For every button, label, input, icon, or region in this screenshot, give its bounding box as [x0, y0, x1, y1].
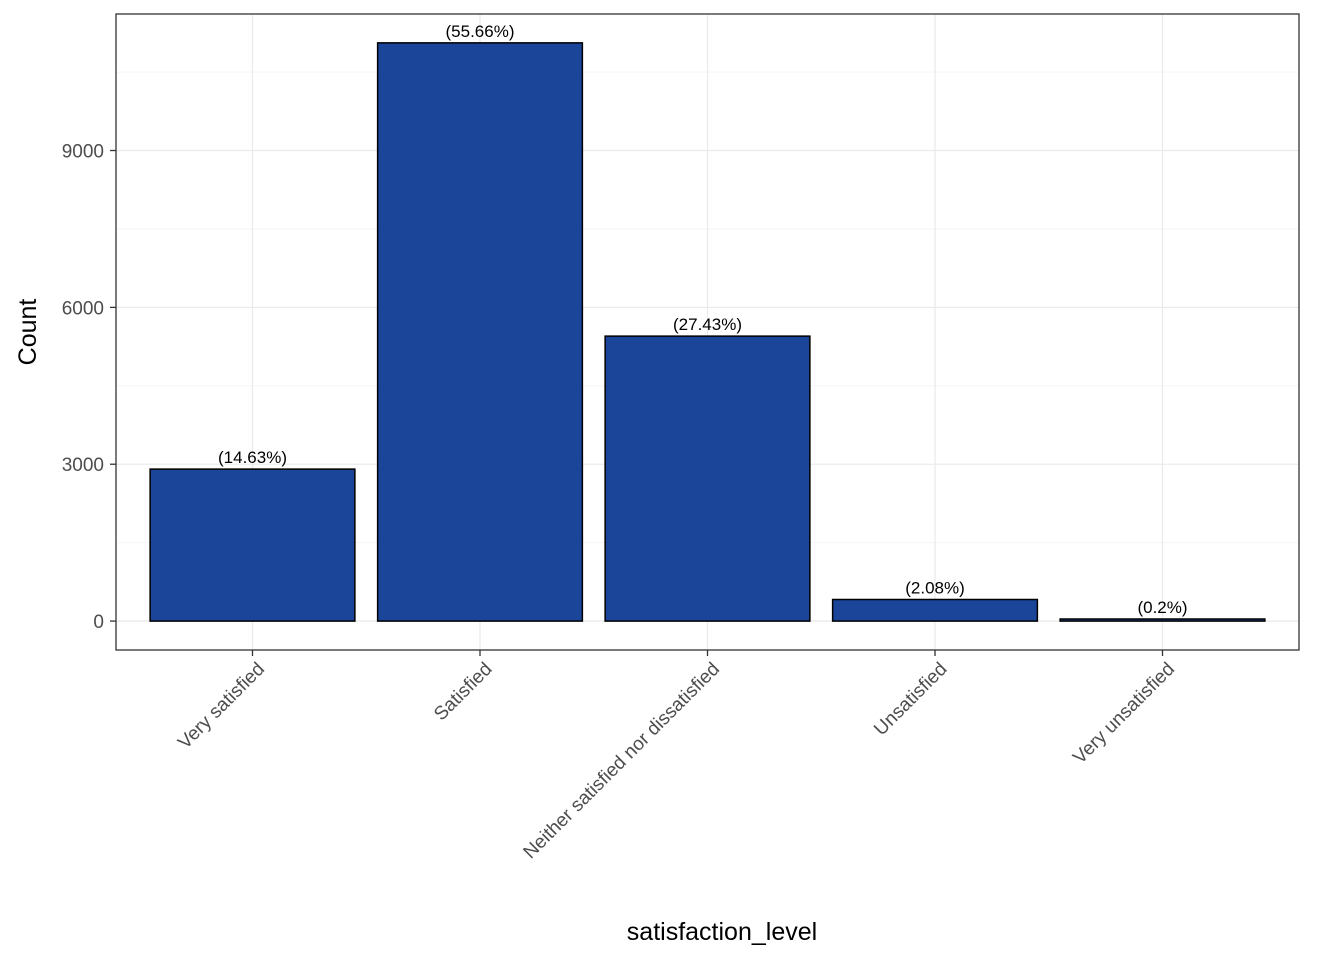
bar-very-satisfied	[149, 468, 356, 622]
y-tick-label: 0	[93, 612, 104, 633]
data-labels: (14.63%) (55.66%) (27.43%) (2.08%) (0.2%)	[218, 22, 1188, 617]
bar-very-unsatisfied	[1059, 618, 1266, 622]
bar-data-label: (14.63%)	[218, 448, 287, 467]
bar-data-label: (0.2%)	[1137, 598, 1187, 617]
y-tick-label: 9000	[62, 142, 104, 163]
bar-data-label: (2.08%)	[905, 578, 965, 597]
bar-data-label: (27.43%)	[673, 315, 742, 334]
y-axis-title: Count	[14, 299, 42, 366]
bar-data-label: (55.66%)	[446, 22, 515, 41]
y-tick-label: 3000	[62, 455, 104, 476]
bar-neither-satisfied-nor-dissatisfied	[604, 335, 811, 622]
y-tick-label: 6000	[62, 298, 104, 319]
x-axis-title: satisfaction_level	[627, 918, 817, 946]
bar-unsatisfied	[831, 598, 1039, 622]
bar-satisfied	[376, 42, 584, 622]
bars	[149, 42, 1266, 622]
